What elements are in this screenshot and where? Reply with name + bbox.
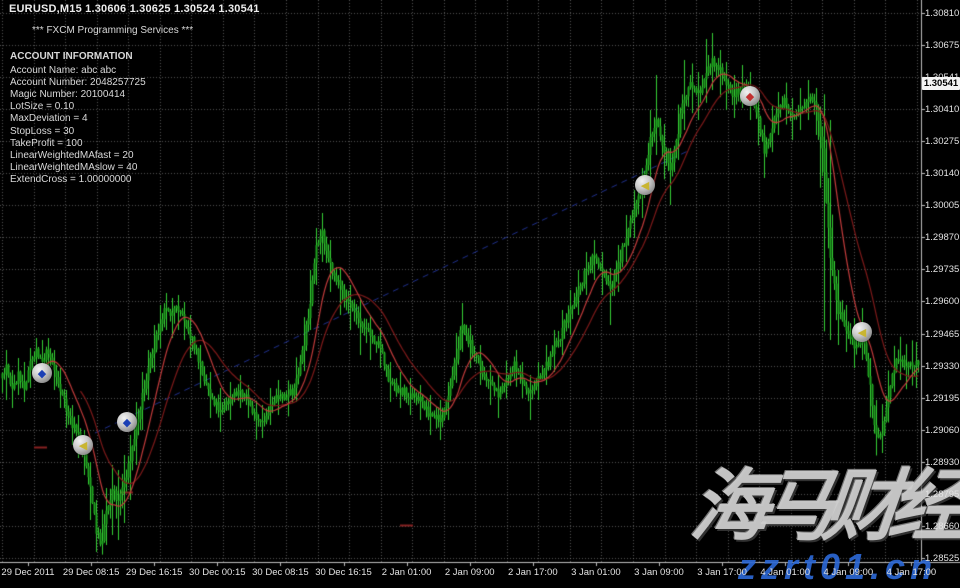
y-axis-label: 1.30410: [925, 104, 960, 116]
trade-marker-diamond-icon[interactable]: ◆: [740, 86, 760, 106]
y-axis-label: 1.30140: [925, 168, 960, 180]
ea-parameter-line: TakeProfit = 100: [10, 137, 83, 149]
current-price-badge: 1.30541: [922, 77, 960, 90]
account-information-heading: ACCOUNT INFORMATION: [10, 51, 133, 62]
watermark-site-url: zzrt01.cn: [738, 546, 938, 587]
x-axis-label: 3 Jan 09:00: [634, 567, 684, 578]
marker-glyph: ◀: [640, 178, 650, 192]
y-axis-label: 1.30005: [925, 200, 960, 212]
ea-parameter-line: LinearWeightedMAslow = 40: [10, 161, 138, 173]
x-axis-label: 2 Jan 01:00: [381, 567, 432, 578]
y-axis-label: 1.29465: [925, 328, 960, 340]
ea-title: *** FXCM Programming Services ***: [32, 25, 194, 36]
symbol-ohlc-header: EURUSD,M15 1.30606 1.30625 1.30524 1.305…: [9, 3, 260, 15]
ea-parameter-line: Magic Number: 20100414: [10, 89, 126, 101]
x-axis-label: 3 Jan 17:00: [697, 567, 747, 578]
x-axis-label: 30 Dec 16:15: [315, 567, 372, 578]
x-axis-label: 29 Dec 2011: [1, 567, 55, 578]
x-axis-label: 30 Dec 00:15: [189, 567, 246, 578]
x-axis-label: 29 Dec 08:15: [62, 567, 120, 578]
y-axis-label: 1.30810: [925, 8, 960, 19]
x-axis-label: 2 Jan 09:00: [444, 567, 495, 578]
y-axis-label: 1.30275: [925, 136, 960, 148]
trade-marker-arrow-icon[interactable]: ◀: [852, 322, 872, 342]
trade-marker-arrow-icon[interactable]: ◀: [635, 175, 655, 195]
marker-glyph: ◆: [37, 366, 47, 380]
marker-glyph: ◀: [857, 325, 867, 339]
trade-marker-diamond-icon[interactable]: ◆: [32, 363, 52, 383]
x-axis-label: 4 Jan 09:00: [823, 567, 874, 578]
y-axis-label: 1.28525: [925, 552, 960, 564]
x-axis-label: 30 Dec 08:15: [252, 567, 309, 578]
ea-parameter-line: Account Number: 2048257725: [10, 77, 146, 89]
x-axis-label: 3 Jan 01:00: [571, 567, 621, 578]
x-axis-label: 2 Jan 17:00: [507, 567, 558, 578]
ea-parameter-line: Account Name: abc abc: [10, 65, 117, 76]
y-axis-label: 1.29330: [925, 360, 960, 372]
trade-marker-arrow-icon[interactable]: ◀: [73, 435, 93, 455]
trade-marker-diamond-icon[interactable]: ◆: [117, 412, 137, 432]
ea-parameter-line: MaxDeviation = 4: [10, 113, 88, 125]
watermark-brand: 海马财经: [686, 462, 960, 552]
ea-parameter-line: LotSize = 0.10: [10, 101, 75, 113]
y-axis-label: 1.28930: [925, 456, 960, 468]
x-axis-label: 29 Dec 16:15: [125, 567, 183, 578]
x-axis-label: 4 Jan 17:00: [886, 567, 937, 578]
y-axis-label: 1.29870: [925, 232, 960, 244]
y-axis-label: 1.29600: [925, 296, 960, 308]
marker-glyph: ◆: [122, 415, 132, 429]
ea-parameter-line: StopLoss = 30: [10, 125, 75, 137]
time-axis[interactable]: 29 Dec 2011 29 Dec 08:15 29 Dec 16:15 30 De…: [0, 563, 960, 581]
marker-glyph: ◆: [745, 89, 755, 103]
y-axis-label: 1.29195: [925, 392, 960, 404]
y-axis-label: 1.28660: [925, 520, 960, 532]
ea-parameter-line: ExtendCross = 1.00000000: [10, 173, 132, 185]
y-axis-label: 1.30675: [925, 40, 960, 52]
y-axis-label: 1.29060: [925, 424, 960, 436]
x-axis-label: 4 Jan 01:00: [760, 567, 811, 578]
y-axis-label: 1.29735: [925, 264, 960, 276]
marker-glyph: ◀: [78, 438, 88, 452]
y-axis-label: 1.28795: [925, 488, 960, 500]
ea-parameter-line: LinearWeightedMAfast = 20: [10, 149, 134, 161]
